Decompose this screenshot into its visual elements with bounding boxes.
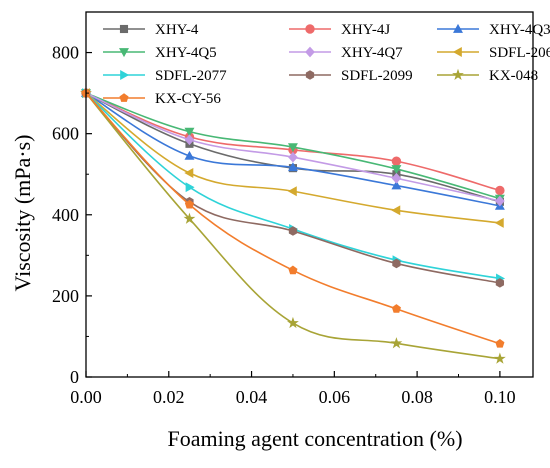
legend-label: XHY-4Q5 (155, 45, 217, 61)
data-point (287, 143, 298, 153)
legend-marker (119, 93, 129, 102)
data-point (391, 180, 402, 190)
data-point (184, 127, 195, 137)
data-point (184, 150, 195, 160)
data-point (495, 338, 505, 348)
data-point (287, 162, 298, 172)
data-point (495, 185, 505, 196)
data-point (185, 182, 195, 193)
x-tick-label: 0.04 (236, 387, 268, 407)
data-point (184, 199, 195, 209)
legend-label: KX-CY-56 (155, 91, 221, 107)
data-point (184, 134, 195, 146)
x-tick-label: 0.06 (319, 387, 351, 407)
legend: XHY-4 XHY-4J XHY-4Q3 XHY-4Q5 XHY-4Q7 SDFL-206… (103, 22, 550, 107)
axes-layer: 0.00 0.02 0.04 0.06 0.08 0.10 0 200 400 600 800 (52, 11, 534, 407)
data-point (288, 151, 298, 163)
series-XHY-4Q7 (81, 87, 505, 207)
legend-marker (305, 46, 315, 58)
x-tick-label: 0.00 (70, 387, 102, 407)
y-tick-label: 0 (70, 367, 79, 387)
legend-entry: SDFL-2099 (289, 68, 413, 84)
data-point (495, 278, 505, 288)
y-tick-label: 200 (52, 286, 79, 306)
data-point (391, 304, 401, 313)
data-point (391, 165, 402, 175)
legend-marker (453, 23, 463, 33)
legend-marker (119, 24, 129, 34)
legend-entry: XHY-4Q5 (103, 45, 217, 61)
data-point (390, 337, 403, 349)
data-point (391, 156, 402, 166)
x-axis-title: Foaming agent concentration (%) (167, 426, 462, 451)
legend-entry: XHY-4 (103, 22, 199, 38)
legend-entry: SDFL-2077 (103, 68, 227, 84)
y-axis-title: Viscosity (mPa·s) (10, 135, 35, 292)
series-XHY-4J (81, 88, 505, 196)
legend-entry: XHY-4J (289, 22, 390, 38)
x-tick-label: 0.10 (484, 387, 516, 407)
data-point (493, 352, 506, 364)
legend-entry: KX-048 (437, 68, 538, 84)
legend-label: XHY-4 (155, 22, 199, 38)
series-line (85, 92, 501, 360)
legend-label: SDFL-2066 (489, 45, 550, 61)
legend-entry: KX-CY-56 (103, 91, 221, 107)
legend-marker (120, 70, 130, 80)
x-tick-label: 0.02 (153, 387, 185, 407)
legend-label: XHY-4Q3 (489, 22, 550, 38)
series-XHY-4Q5 (81, 89, 505, 204)
legend-marker (119, 48, 129, 58)
data-point (391, 172, 402, 184)
legend-marker (305, 70, 315, 80)
legend-label: SDFL-2099 (341, 68, 413, 84)
legend-entry: SDFL-2066 (437, 45, 550, 61)
legend-entry: XHY-4Q3 (437, 22, 550, 38)
y-tick-label: 400 (52, 205, 79, 225)
legend-marker (305, 24, 315, 34)
data-point (183, 212, 196, 224)
data-point (495, 195, 505, 207)
series-line (85, 92, 501, 345)
series-line (85, 92, 501, 192)
data-point (494, 217, 504, 228)
y-tick-label: 800 (52, 43, 79, 63)
legend-marker (452, 47, 462, 57)
legend-entry: XHY-4Q7 (289, 45, 403, 61)
data-point (184, 168, 194, 178)
data-point (288, 226, 298, 236)
series-KX-048 (80, 86, 506, 364)
plot-frame (85, 11, 534, 378)
data-point (287, 316, 299, 329)
legend-label: SDFL-2077 (155, 68, 227, 84)
y-tick-label: 600 (52, 124, 79, 144)
x-tick-label: 0.08 (401, 387, 433, 407)
curves-layer (80, 86, 506, 364)
legend-label: KX-048 (489, 68, 538, 84)
series-KX-CY-56 (81, 88, 505, 348)
data-point (392, 258, 401, 269)
data-point (288, 265, 298, 275)
legend-label: XHY-4J (341, 22, 390, 38)
data-point (391, 205, 401, 216)
data-point (287, 186, 297, 197)
legend-label: XHY-4Q7 (341, 45, 403, 61)
legend-marker (452, 68, 464, 81)
